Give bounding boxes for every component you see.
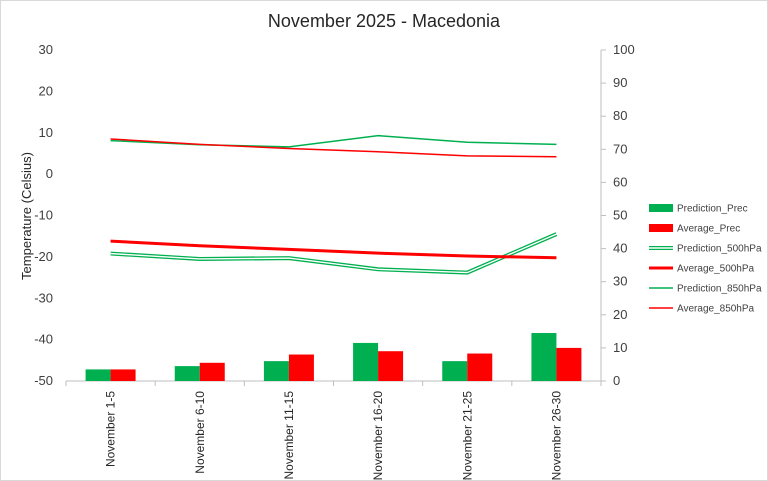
y2-tick-label: 30	[613, 274, 627, 289]
legend-prediction-850hpa-label: Prediction_850hPa	[677, 284, 762, 295]
legend-average-850hpa-label: Average_850hPa	[677, 304, 755, 315]
legend-prediction-500hpa-label: Prediction_500hPa	[677, 244, 762, 255]
lines-layer	[110, 134, 558, 275]
bar-prediction-prec	[85, 369, 111, 381]
y-tick-label: -30	[34, 290, 53, 305]
y2-tick-label: 50	[613, 208, 627, 223]
bar-average-prec	[110, 369, 136, 381]
bar-prediction-prec	[531, 333, 557, 381]
y2-tick-label: 0	[613, 373, 620, 388]
y-tick-label: -10	[34, 208, 53, 223]
bar-average-prec	[467, 353, 493, 381]
y-tick-label: -40	[34, 332, 53, 347]
line-average-850hpa	[110, 138, 557, 158]
y-tick-label: 0	[46, 166, 53, 181]
y2-tick-label: 20	[613, 307, 627, 322]
y-tick-label: -20	[34, 249, 53, 264]
axes: 3020100-10-20-30-40-50100908070605040302…	[34, 42, 635, 480]
bar-prediction-prec	[442, 361, 468, 381]
x-tick-label: November 6-10	[193, 391, 207, 474]
legend-average-500hpa-label: Average_500hPa	[677, 264, 755, 275]
y2-tick-label: 10	[613, 340, 627, 355]
y-tick-label: 10	[39, 125, 53, 140]
legend-average-prec-label: Average_Prec	[677, 224, 740, 235]
legend: Prediction_Prec Average_Prec Prediction_50…	[649, 204, 762, 315]
bar-average-prec	[288, 354, 314, 381]
bar-average-prec	[378, 351, 404, 381]
line-prediction-500hpa	[110, 232, 558, 275]
y2-tick-label: 80	[613, 108, 627, 123]
bar-prediction-prec	[353, 342, 379, 381]
x-tick-label: November 16-20	[371, 391, 385, 480]
x-tick-label: November 26-30	[549, 391, 563, 480]
y2-tick-label: 90	[613, 75, 627, 90]
bar-prediction-prec	[263, 361, 289, 381]
line-prediction-500hpa-inner	[110, 233, 557, 274]
line-prediction-850hpa	[110, 134, 557, 148]
bar-average-prec	[556, 347, 582, 381]
y-tick-label: 20	[39, 83, 53, 98]
y-tick-label: 30	[39, 42, 53, 57]
y-tick-label: -50	[34, 373, 53, 388]
x-tick-label: November 11-15	[282, 391, 296, 480]
y2-tick-label: 70	[613, 141, 627, 156]
y2-tick-label: 60	[613, 174, 627, 189]
line-average-500hpa	[110, 239, 557, 260]
bars-layer	[85, 333, 582, 381]
legend-average-prec-swatch	[649, 224, 673, 232]
y-axis-label: Temperature (Celsius)	[19, 152, 34, 280]
y2-tick-label: 40	[613, 241, 627, 256]
legend-prediction-prec-label: Prediction_Prec	[677, 204, 748, 215]
bar-prediction-prec	[174, 366, 200, 381]
x-tick-label: November 1-5	[104, 391, 118, 467]
x-tick-label: November 21-25	[460, 391, 474, 480]
legend-prediction-prec-swatch	[649, 204, 673, 212]
bar-average-prec	[199, 362, 225, 381]
y2-tick-label: 100	[613, 42, 635, 57]
chart-title: November 2025 - Macedonia	[268, 11, 501, 31]
